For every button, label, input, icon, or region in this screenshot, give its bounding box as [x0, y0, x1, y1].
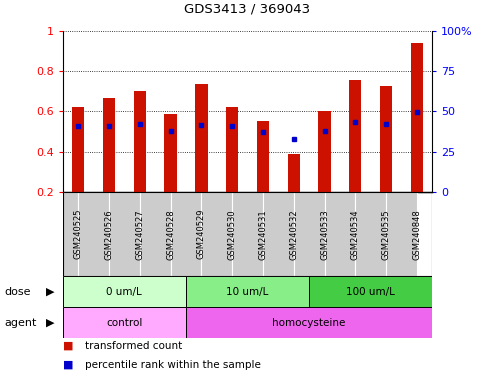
Text: GSM240525: GSM240525: [74, 209, 83, 260]
Bar: [186, 307, 432, 338]
Bar: [47, 192, 78, 276]
Bar: [103, 98, 115, 192]
Text: GSM240527: GSM240527: [135, 209, 144, 260]
Text: ▶: ▶: [46, 287, 55, 297]
Bar: [201, 192, 232, 276]
Text: GSM240534: GSM240534: [351, 209, 360, 260]
Bar: [355, 192, 386, 276]
Bar: [287, 154, 300, 192]
Bar: [380, 86, 392, 192]
Bar: [170, 192, 201, 276]
Bar: [411, 43, 423, 192]
Text: ■: ■: [63, 341, 73, 351]
Text: agent: agent: [5, 318, 37, 328]
Text: transformed count: transformed count: [85, 341, 182, 351]
Bar: [349, 80, 361, 192]
Bar: [78, 192, 109, 276]
Bar: [186, 276, 309, 307]
Bar: [195, 84, 208, 192]
Bar: [134, 91, 146, 192]
Bar: [140, 192, 170, 276]
Text: homocysteine: homocysteine: [272, 318, 346, 328]
Text: ■: ■: [63, 360, 73, 370]
Bar: [232, 192, 263, 276]
Text: GSM240526: GSM240526: [104, 209, 114, 260]
Bar: [325, 192, 355, 276]
Text: GSM240533: GSM240533: [320, 209, 329, 260]
Bar: [63, 307, 186, 338]
Text: GSM240848: GSM240848: [412, 209, 421, 260]
Bar: [318, 111, 331, 192]
Text: GSM240530: GSM240530: [227, 209, 237, 260]
Text: 100 um/L: 100 um/L: [346, 287, 395, 297]
Bar: [386, 192, 417, 276]
Text: GDS3413 / 369043: GDS3413 / 369043: [185, 2, 311, 15]
Bar: [257, 121, 269, 192]
Bar: [164, 114, 177, 192]
Bar: [263, 192, 294, 276]
Bar: [63, 276, 186, 307]
Text: 10 um/L: 10 um/L: [227, 287, 269, 297]
Text: GSM240529: GSM240529: [197, 209, 206, 260]
Bar: [109, 192, 140, 276]
Text: percentile rank within the sample: percentile rank within the sample: [85, 360, 260, 370]
Bar: [226, 107, 238, 192]
Text: GSM240535: GSM240535: [382, 209, 391, 260]
Text: 0 um/L: 0 um/L: [106, 287, 142, 297]
Text: GSM240532: GSM240532: [289, 209, 298, 260]
Text: ▶: ▶: [46, 318, 55, 328]
Text: control: control: [106, 318, 142, 328]
Bar: [294, 192, 325, 276]
Text: GSM240528: GSM240528: [166, 209, 175, 260]
Bar: [63, 192, 432, 276]
Bar: [309, 276, 432, 307]
Bar: [72, 107, 85, 192]
Text: dose: dose: [5, 287, 31, 297]
Text: GSM240531: GSM240531: [258, 209, 268, 260]
